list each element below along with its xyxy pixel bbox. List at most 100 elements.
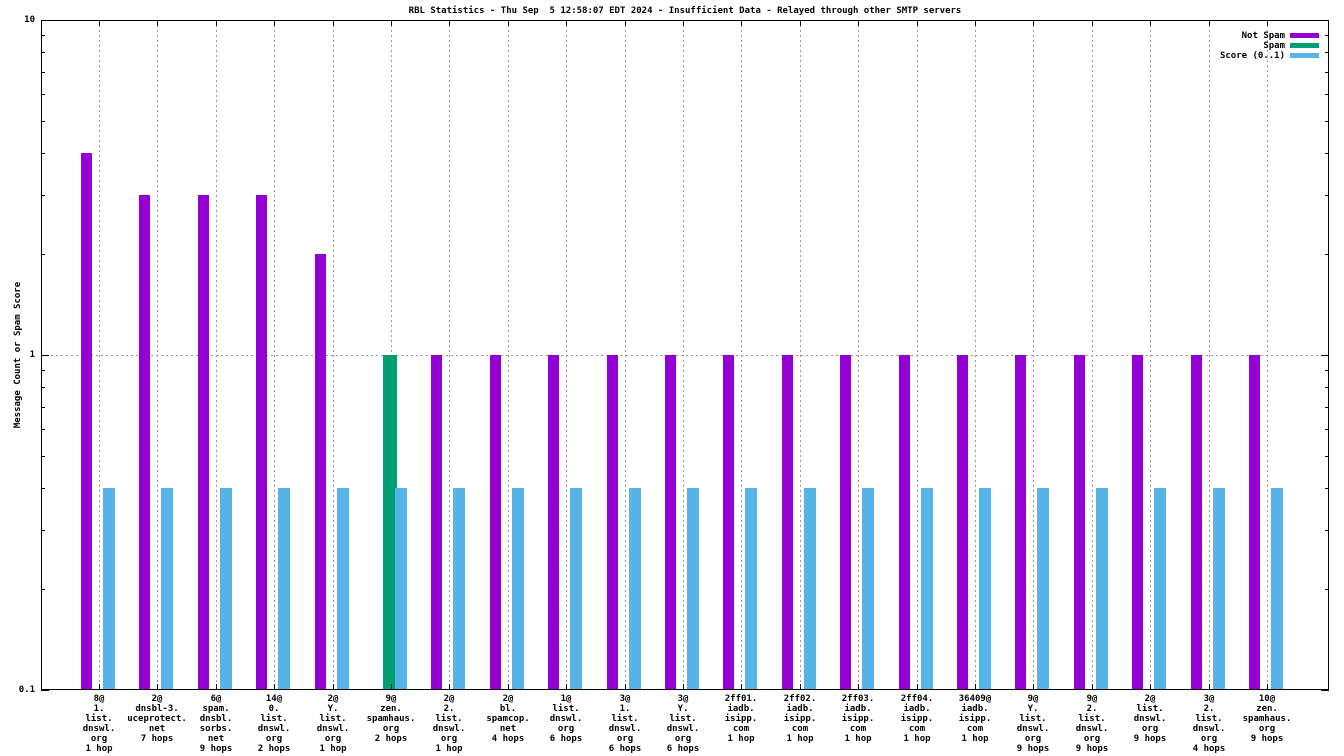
y-minor-tick-left: [41, 370, 45, 371]
x-tick-label: 2@ 2. list. dnswl. org 1 hop: [432, 694, 466, 754]
x-tick-label: 8@ 1. list. dnswl. org 1 hop: [82, 694, 116, 754]
x-tick-top: [333, 20, 334, 26]
x-tick-bottom: [216, 684, 217, 690]
x-tick-bottom: [975, 684, 976, 690]
bar-not-spam: [957, 355, 968, 690]
bar-score-0-1-: [570, 488, 582, 690]
x-tick-top: [975, 20, 976, 26]
bar-score-0-1-: [804, 488, 816, 690]
x-tick-top: [1150, 20, 1151, 26]
x-tick-bottom: [1150, 684, 1151, 690]
legend-label: Not Spam: [1241, 31, 1285, 41]
x-tick-bottom: [333, 684, 334, 690]
bar-score-0-1-: [1096, 488, 1108, 690]
bar-score-0-1-: [337, 488, 349, 690]
bar-not-spam: [1191, 355, 1202, 690]
y-minor-tick-left: [41, 153, 45, 154]
x-tick-label: 2@ Y. list. dnswl. org 1 hop: [316, 694, 350, 754]
x-tick-label: 2@ bl. spamcop. net 4 hops: [486, 694, 530, 744]
x-tick-label: 9@ 2. list. dnswl. org 9 hops: [1075, 694, 1109, 754]
x-tick-bottom: [274, 684, 275, 690]
x-tick-label: 2ff03. iadb. isipp. com 1 hop: [841, 694, 875, 744]
x-tick-top: [1092, 20, 1093, 26]
y-minor-tick-left: [41, 121, 45, 122]
x-tick-top: [508, 20, 509, 26]
bar-not-spam: [665, 355, 676, 690]
y-minor-tick-right: [1325, 370, 1329, 371]
x-tick-bottom: [800, 684, 801, 690]
x-tick-label: 3@ 1. list. dnswl. org 6 hops: [608, 694, 642, 754]
y-major-tick-left: [41, 690, 49, 691]
bar-not-spam: [431, 355, 442, 690]
y-minor-tick-left: [41, 589, 45, 590]
x-tick-label: 3@ 2. list. dnswl. org 4 hops: [1192, 694, 1226, 754]
x-tick-top: [157, 20, 158, 26]
x-tick-bottom: [99, 684, 100, 690]
x-tick-top: [1209, 20, 1210, 26]
x-tick-label: 3@ Y. list. dnswl. org 6 hops: [666, 694, 700, 754]
bar-score-0-1-: [629, 488, 641, 690]
bar-score-0-1-: [921, 488, 933, 690]
legend-label: Spam: [1263, 41, 1285, 51]
bar-score-0-1-: [862, 488, 874, 690]
legend-swatch: [1290, 53, 1319, 58]
y-minor-tick-right: [1325, 121, 1329, 122]
bar-score-0-1-: [395, 488, 407, 690]
legend-row: Score (0..1): [1129, 51, 1329, 61]
bar-not-spam: [1074, 355, 1085, 690]
y-tick-label: 10: [24, 15, 35, 25]
y-tick-label: 0.1: [18, 685, 35, 695]
x-tick-bottom: [449, 684, 450, 690]
y-minor-tick-right: [1325, 456, 1329, 457]
x-tick-top: [566, 20, 567, 26]
bar-not-spam: [198, 195, 209, 690]
bar-score-0-1-: [979, 488, 991, 690]
y-major-tick-right: [1321, 355, 1329, 356]
bar-not-spam: [315, 254, 326, 690]
y-minor-tick-left: [41, 94, 45, 95]
y-gridline: [41, 355, 1329, 356]
x-tick-top: [391, 20, 392, 26]
y-minor-tick-right: [1325, 254, 1329, 255]
bar-score-0-1-: [278, 488, 290, 690]
x-tick-top: [625, 20, 626, 26]
x-tick-label: 2@ dnsbl-3. uceprotect. net 7 hops: [127, 694, 187, 744]
x-tick-label: 2ff02. iadb. isipp. com 1 hop: [783, 694, 817, 744]
bar-score-0-1-: [453, 488, 465, 690]
x-tick-label: 2ff04. iadb. isipp. com 1 hop: [900, 694, 934, 744]
bar-not-spam: [1132, 355, 1143, 690]
bar-not-spam: [139, 195, 150, 690]
x-tick-top: [274, 20, 275, 26]
y-minor-tick-right: [1325, 94, 1329, 95]
y-minor-tick-right: [1325, 589, 1329, 590]
y-minor-tick-right: [1325, 52, 1329, 53]
y-minor-tick-right: [1325, 72, 1329, 73]
y-minor-tick-left: [41, 387, 45, 388]
bar-score-0-1-: [512, 488, 524, 690]
bar-score-0-1-: [745, 488, 757, 690]
x-tick-top: [1033, 20, 1034, 26]
y-minor-tick-right: [1325, 195, 1329, 196]
x-tick-label: 2ff01. iadb. isipp. com 1 hop: [724, 694, 758, 744]
x-tick-bottom: [1267, 684, 1268, 690]
bar-not-spam: [490, 355, 501, 690]
x-tick-bottom: [683, 684, 684, 690]
y-minor-tick-left: [41, 530, 45, 531]
bar-spam: [383, 355, 397, 690]
x-tick-bottom: [157, 684, 158, 690]
bar-not-spam: [782, 355, 793, 690]
bar-score-0-1-: [1213, 488, 1225, 690]
y-minor-tick-left: [41, 488, 45, 489]
bar-score-0-1-: [687, 488, 699, 690]
bar-score-0-1-: [220, 488, 232, 690]
y-minor-tick-left: [41, 52, 45, 53]
x-tick-bottom: [741, 684, 742, 690]
bar-not-spam: [840, 355, 851, 690]
y-major-tick-right: [1321, 690, 1329, 691]
y-minor-tick-left: [41, 456, 45, 457]
x-tick-label: 10@ zen. spamhaus. org 9 hops: [1242, 694, 1292, 744]
y-tick-label: 1: [29, 350, 35, 360]
x-tick-top: [858, 20, 859, 26]
bar-not-spam: [1249, 355, 1260, 690]
legend-swatch: [1290, 33, 1319, 38]
